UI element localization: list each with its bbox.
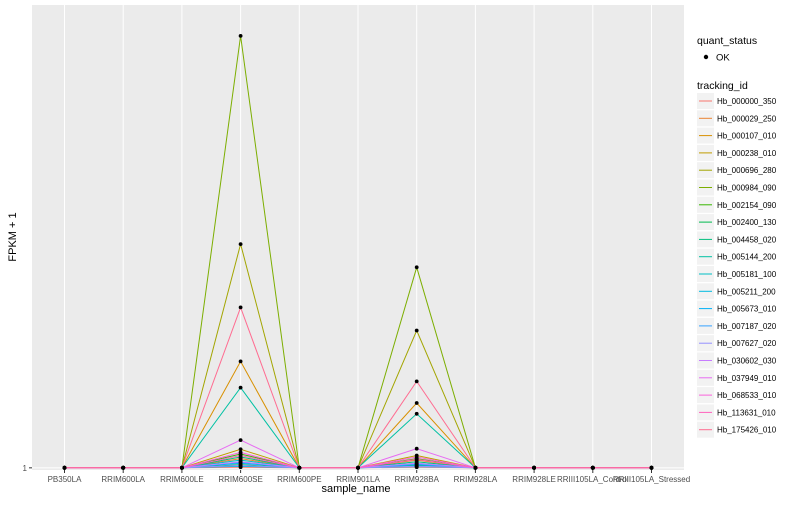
- legend-label: Hb_002154_090: [717, 201, 777, 210]
- data-point: [62, 465, 67, 470]
- x-tick-label: RRIM928BA: [394, 475, 439, 484]
- legend-label: Hb_000696_280: [717, 166, 777, 175]
- legend-label: Hb_005211_200: [717, 287, 776, 296]
- legend-label: Hb_000984_090: [717, 184, 777, 193]
- y-tick-label: 1: [23, 464, 28, 473]
- data-point: [532, 465, 536, 470]
- data-point: [238, 453, 243, 458]
- legend-label: Hb_005144_200: [717, 253, 777, 262]
- data-points: [62, 34, 654, 470]
- legend-label: Hb_000107_010: [717, 132, 777, 141]
- legend-label: Hb_005181_100: [717, 270, 777, 279]
- x-tick-label: RRIM600LA: [101, 475, 145, 484]
- data-point: [121, 465, 126, 470]
- legend-label: Hb_113631_010: [717, 408, 776, 417]
- legend-label: Hb_000029_250: [717, 114, 777, 123]
- legend-ok-point-icon: [703, 54, 709, 60]
- legend-label: Hb_068533_010: [717, 391, 777, 400]
- data-point: [238, 242, 243, 247]
- legend-label: Hb_004458_020: [717, 235, 777, 244]
- x-axis-title: sample_name: [321, 483, 390, 495]
- data-point: [238, 305, 243, 310]
- x-tick-label: RRIM600PE: [277, 475, 321, 484]
- legend-label: Hb_007187_020: [717, 322, 777, 331]
- x-tick-label: RRIM600LE: [160, 475, 204, 484]
- data-point: [414, 464, 419, 469]
- quant-status-legend-title: quant_status: [697, 35, 757, 47]
- x-tick-label: RRIM901LA: [336, 475, 380, 484]
- data-point: [238, 463, 243, 468]
- data-point: [414, 457, 419, 462]
- x-tick-label: RRIM928LE: [512, 475, 556, 484]
- legend-label: Hb_000238_010: [717, 149, 777, 158]
- data-point: [473, 465, 478, 470]
- data-point: [649, 465, 654, 470]
- data-point: [590, 465, 595, 470]
- grid-lines: [32, 5, 684, 470]
- legend: quant_status OK tracking_id Hb_000000_35…: [697, 35, 777, 438]
- data-point: [297, 465, 302, 470]
- data-point: [238, 438, 243, 442]
- data-point: [238, 359, 243, 364]
- legend-label: Hb_175426_010: [717, 426, 777, 435]
- legend-label: Hb_000000_350: [717, 97, 777, 106]
- data-point: [238, 385, 243, 390]
- legend-label: Hb_007627_020: [717, 339, 777, 348]
- legend-label: Hb_037949_010: [717, 374, 777, 383]
- x-tick-label: PB350LA: [48, 475, 82, 484]
- data-point: [414, 328, 419, 333]
- data-point: [356, 465, 360, 470]
- data-point: [414, 411, 419, 416]
- legend-label: Hb_030602_030: [717, 357, 777, 366]
- data-point: [414, 265, 419, 270]
- data-point: [414, 446, 419, 451]
- data-point: [238, 34, 243, 38]
- data-point: [414, 401, 419, 405]
- y-axis-title: FPKM + 1: [7, 212, 19, 261]
- data-point: [414, 379, 419, 384]
- axes: PB350LA RRIM600LA RRIM600LE RRIM600SE RRIM60…: [23, 464, 691, 484]
- x-tick-label: RRIII105LA_Stressed: [613, 475, 690, 484]
- legend-label: Hb_005673_010: [717, 305, 777, 314]
- legend-ok-label: OK: [716, 53, 730, 64]
- x-tick-label: RRIII105LA_Control: [557, 475, 629, 484]
- data-point: [414, 461, 419, 466]
- data-point: [238, 447, 243, 452]
- legend-label: Hb_002400_130: [717, 218, 777, 227]
- x-tick-label: RRIM600SE: [218, 475, 262, 484]
- data-point: [180, 465, 184, 470]
- data-point: [238, 450, 243, 455]
- data-point: [238, 459, 243, 464]
- x-tick-label: RRIM928LA: [454, 475, 498, 484]
- tracking-id-legend-title: tracking_id: [697, 80, 748, 92]
